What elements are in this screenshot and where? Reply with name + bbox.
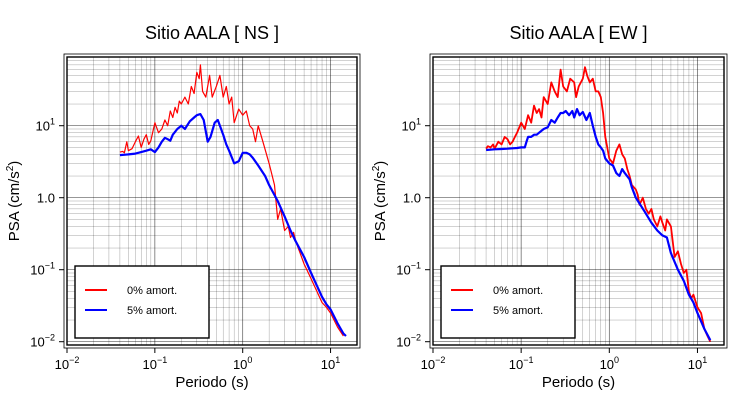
y-tick-label: 10−1 [396, 261, 421, 278]
x-tick-label-exponent: 0 [614, 355, 619, 365]
plot-frame [432, 56, 725, 346]
legend: 0% amort. 5% amort. [440, 265, 576, 339]
x-tick-label-base: 10 [55, 357, 69, 372]
y-tick-label-base: 10 [30, 335, 44, 350]
y-tick-label: 10−2 [396, 333, 421, 350]
y-axis-label-superscript: 2 [5, 165, 16, 171]
x-tick-label: 101 [321, 355, 340, 372]
y-tick-label-exponent: −1 [45, 261, 55, 271]
y-axis-label: PSA (cm/s2) [5, 161, 23, 242]
y-tick-label-exponent: −2 [45, 333, 55, 343]
y-tick-label-base: 1.0 [37, 191, 55, 206]
y-tick-label: 1.0 [37, 191, 55, 206]
y-axis-label: PSA (cm/s2) [371, 161, 389, 242]
x-tick-label: 100 [233, 355, 252, 372]
x-tick-label: 10−2 [55, 355, 80, 372]
series-line-damped [119, 112, 347, 337]
legend-box [440, 265, 576, 339]
y-axis-label-superscript: 2 [371, 165, 382, 171]
y-tick-label-base: 10 [402, 119, 416, 134]
y-tick-label: 101 [36, 117, 55, 134]
legend-box [74, 265, 210, 339]
y-axis-label-close: ) [6, 161, 23, 166]
plot-frame-outer [63, 53, 361, 349]
y-tick-label-base: 10 [396, 335, 410, 350]
chart-title: Sitio AALA [ NS ] [145, 23, 279, 43]
chart-title: Sitio AALA [ EW ] [509, 23, 647, 43]
legend-label: 5% amort. [127, 305, 177, 317]
x-tick-label: 10−2 [421, 355, 446, 372]
x-tick-label-exponent: −2 [435, 355, 445, 365]
legend-label: 0% amort. [127, 285, 177, 297]
y-tick-label-base: 10 [30, 263, 44, 278]
x-tick-label-exponent: 1 [335, 355, 340, 365]
y-tick-label-exponent: −2 [411, 333, 421, 343]
x-tick-label-base: 10 [142, 357, 156, 372]
plot-frame-outer [429, 53, 728, 349]
legend: 0% amort. 5% amort. [74, 265, 210, 339]
series-line-damped [486, 107, 712, 341]
y-tick-label: 10−1 [30, 261, 55, 278]
x-tick-label-base: 10 [509, 357, 523, 372]
series-line-undamped [119, 64, 344, 337]
y-axis-label-text: PSA (cm/s [6, 171, 23, 241]
series-line-undamped [485, 66, 712, 343]
x-tick-label-base: 10 [421, 357, 435, 372]
y-tick-label: 101 [402, 117, 421, 134]
y-tick-label-exponent: 1 [50, 117, 55, 127]
x-axis-label: Periodo (s) [542, 374, 615, 391]
y-tick-label-base: 10 [36, 119, 50, 134]
x-tick-label-exponent: −2 [69, 355, 79, 365]
x-tick-label: 10−1 [142, 355, 167, 372]
y-tick-label-base: 1.0 [403, 191, 421, 206]
y-tick-label-exponent: −1 [411, 261, 421, 271]
x-tick-label: 10−1 [509, 355, 534, 372]
plot-frame [66, 56, 358, 346]
x-tick-label-exponent: 0 [247, 355, 252, 365]
x-tick-label-exponent: 1 [702, 355, 707, 365]
y-axis-label-text: PSA (cm/s [372, 171, 389, 241]
x-tick-label: 101 [688, 355, 707, 372]
y-tick-label: 1.0 [403, 191, 421, 206]
x-tick-label-base: 10 [600, 357, 614, 372]
legend-label: 0% amort. [493, 285, 543, 297]
x-tick-label-exponent: −1 [157, 355, 167, 365]
y-axis-label-close: ) [372, 161, 389, 166]
x-tick-label-exponent: −1 [523, 355, 533, 365]
legend-label: 5% amort. [493, 305, 543, 317]
y-tick-label-exponent: 1 [416, 117, 421, 127]
y-tick-label: 10−2 [30, 333, 55, 350]
x-tick-label-base: 10 [233, 357, 247, 372]
x-tick-label: 100 [600, 355, 619, 372]
x-tick-label-base: 10 [688, 357, 702, 372]
x-axis-label: Periodo (s) [175, 374, 248, 391]
x-tick-label-base: 10 [321, 357, 335, 372]
y-tick-label-base: 10 [396, 263, 410, 278]
